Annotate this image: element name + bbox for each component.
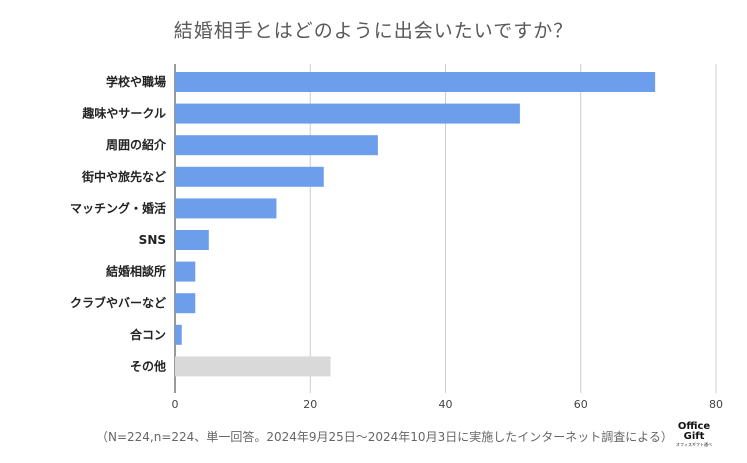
- office-gift-logo: Office Gift オフィスギフト通べ: [672, 422, 716, 448]
- bar: [175, 166, 324, 187]
- category-label: クラブやバーなど: [70, 295, 166, 310]
- bars: [175, 72, 656, 377]
- bar: [175, 324, 182, 345]
- bar: [175, 198, 277, 219]
- category-label: その他: [130, 358, 166, 373]
- category-label: 学校や職場: [106, 74, 166, 89]
- bar: [175, 230, 209, 250]
- category-label: マッチング・婚活: [70, 200, 166, 215]
- category-label: 結婚相談所: [106, 264, 166, 279]
- category-label: 街中や旅先など: [81, 169, 166, 184]
- footnote: （N=224,n=224、単一回答。2024年9月25日～2024年10月3日に…: [96, 430, 673, 444]
- category-label: SNS: [139, 233, 166, 247]
- category-label: 合コン: [130, 327, 166, 342]
- x-tick-label: 0: [172, 398, 179, 411]
- x-tick-label: 60: [574, 398, 588, 411]
- category-label: 趣味やサークル: [81, 106, 166, 121]
- chart-title: 結婚相手とはどのように出会いたいですか？: [173, 20, 574, 42]
- logo-line-1: Office: [677, 421, 711, 432]
- x-tick-label: 40: [439, 398, 453, 411]
- x-tick-label: 80: [709, 398, 723, 411]
- bar: [175, 293, 196, 314]
- x-tick-labels: 0 20 40 60 80: [172, 398, 724, 411]
- logo-line-2: Gift: [683, 431, 705, 442]
- bar: [175, 135, 378, 156]
- category-label: 周囲の紹介: [106, 137, 167, 152]
- bar: [175, 72, 656, 92]
- logo-tagline: オフィスギフト通べ: [676, 442, 712, 447]
- x-tick-label: 20: [303, 398, 317, 411]
- bar: [175, 356, 331, 377]
- bar: [175, 261, 196, 282]
- bar: [175, 103, 520, 124]
